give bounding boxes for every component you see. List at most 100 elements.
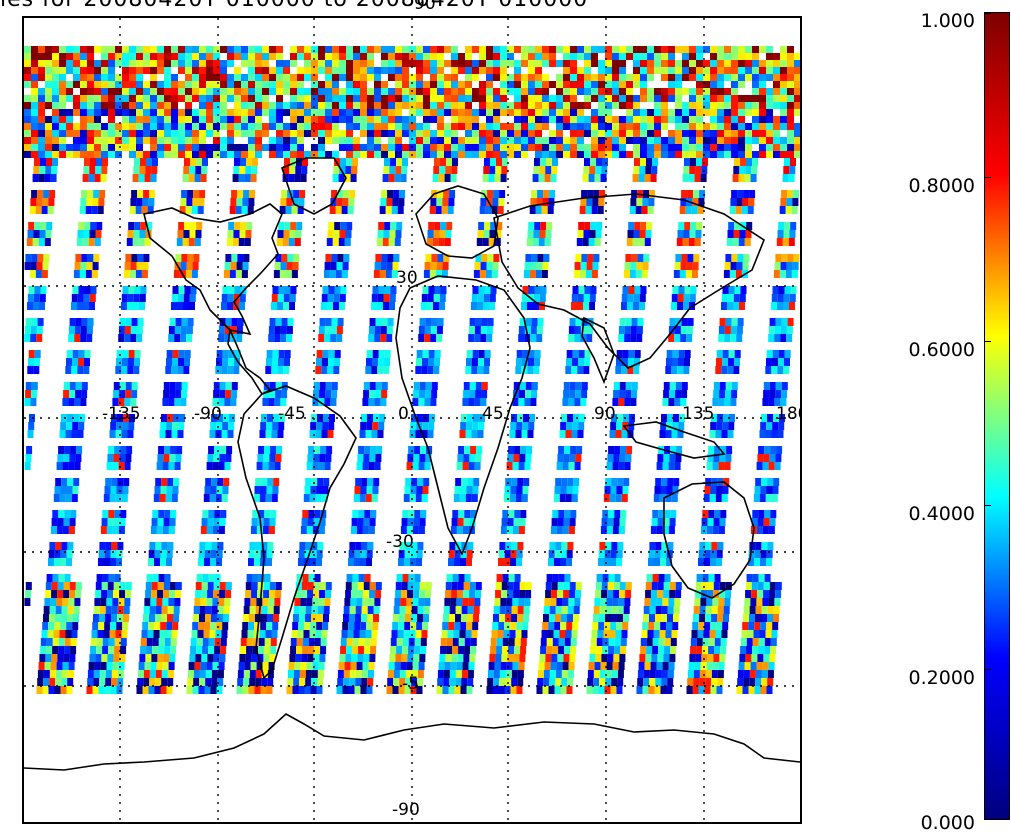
data-pixel (152, 638, 159, 646)
data-pixel (283, 166, 290, 174)
data-pixel (263, 582, 270, 590)
data-pixel (45, 590, 52, 598)
data-pixel (611, 606, 618, 614)
data-pixel (297, 144, 304, 151)
data-pixel (607, 654, 614, 662)
data-pixel (423, 88, 430, 95)
data-pixel (321, 302, 327, 310)
data-pixel (696, 102, 703, 109)
data-pixel (336, 326, 343, 334)
data-pixel (684, 358, 690, 366)
data-pixel (577, 130, 584, 137)
data-pixel (200, 526, 207, 534)
data-pixel (613, 518, 620, 526)
data-pixel (584, 102, 591, 109)
data-pixel (514, 81, 521, 88)
data-pixel (24, 598, 31, 606)
data-pixel (115, 123, 122, 130)
data-pixel (654, 686, 661, 694)
data-pixel (472, 67, 479, 74)
data-pixel (719, 382, 726, 390)
data-pixel (262, 60, 269, 67)
data-pixel (612, 102, 619, 109)
data-pixel (299, 606, 306, 614)
data-pixel (410, 622, 417, 630)
data-pixel (360, 130, 367, 137)
data-pixel (283, 88, 290, 95)
data-pixel (643, 678, 650, 686)
data-pixel (87, 670, 94, 678)
data-pixel (744, 174, 751, 182)
data-pixel (654, 53, 661, 60)
data-pixel (500, 46, 507, 53)
data-pixel (268, 462, 275, 470)
data-pixel (735, 270, 742, 278)
data-pixel (24, 60, 31, 67)
data-pixel (694, 238, 701, 246)
data-pixel (780, 53, 787, 60)
data-pixel (637, 254, 644, 262)
data-pixel (364, 646, 371, 654)
data-pixel (658, 638, 665, 646)
data-pixel (717, 151, 724, 158)
data-pixel (591, 137, 598, 144)
data-pixel (127, 366, 134, 374)
data-pixel (376, 446, 383, 454)
data-pixel (625, 254, 632, 262)
data-pixel (390, 286, 397, 294)
data-pixel (619, 81, 626, 88)
data-pixel (558, 510, 565, 518)
data-pixel (567, 670, 574, 678)
data-pixel (481, 382, 488, 390)
data-pixel (570, 446, 577, 454)
data-pixel (234, 67, 241, 74)
data-pixel (50, 174, 57, 182)
data-pixel (181, 390, 188, 398)
data-pixel (315, 494, 322, 502)
data-pixel (199, 81, 206, 88)
data-pixel (318, 151, 325, 158)
data-pixel (692, 262, 699, 270)
data-pixel (101, 102, 108, 109)
data-pixel (143, 151, 150, 158)
data-pixel (318, 662, 325, 670)
data-pixel (316, 686, 323, 694)
data-pixel (507, 46, 514, 53)
data-pixel (262, 81, 269, 88)
data-pixel (416, 53, 423, 60)
data-pixel (542, 88, 549, 95)
data-pixel (63, 518, 70, 526)
data-pixel (150, 123, 157, 130)
data-pixel (641, 270, 648, 278)
data-pixel (225, 454, 232, 462)
data-pixel (258, 646, 265, 654)
data-pixel (668, 326, 675, 334)
data-pixel (710, 123, 717, 130)
data-pixel (526, 238, 533, 246)
data-pixel (349, 542, 356, 550)
data-pixel (672, 350, 679, 358)
data-pixel (108, 95, 115, 102)
data-pixel (311, 102, 318, 109)
data-pixel (178, 67, 185, 74)
data-pixel (528, 102, 535, 109)
data-pixel (161, 414, 167, 422)
data-pixel (115, 53, 122, 60)
data-pixel (659, 630, 666, 638)
data-pixel (794, 53, 800, 60)
data-pixel (79, 206, 86, 214)
data-pixel (454, 558, 460, 566)
data-pixel (68, 334, 75, 342)
data-pixel (283, 294, 290, 302)
data-pixel (663, 454, 670, 462)
data-pixel (62, 598, 69, 606)
data-pixel (339, 95, 346, 102)
data-pixel (738, 144, 745, 151)
data-pixel (560, 486, 567, 494)
data-pixel (519, 454, 526, 462)
data-pixel (517, 606, 524, 614)
data-pixel (728, 358, 734, 366)
data-pixel (55, 542, 62, 550)
data-pixel (710, 137, 717, 144)
data-pixel (619, 67, 626, 74)
